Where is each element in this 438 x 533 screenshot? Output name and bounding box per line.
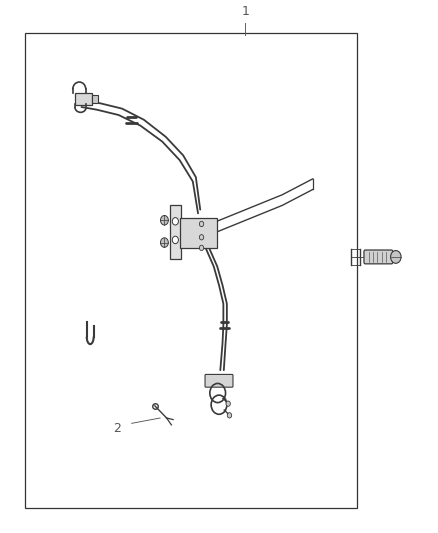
FancyBboxPatch shape: [205, 374, 233, 387]
Circle shape: [172, 217, 178, 225]
FancyBboxPatch shape: [364, 250, 393, 264]
Text: 3: 3: [385, 251, 393, 263]
Circle shape: [199, 245, 204, 251]
Circle shape: [160, 238, 168, 247]
Bar: [92, 95, 98, 103]
Text: 2: 2: [113, 422, 121, 435]
Circle shape: [226, 401, 230, 406]
Text: 1: 1: [241, 5, 249, 18]
Circle shape: [160, 215, 168, 225]
Circle shape: [227, 413, 232, 418]
Circle shape: [172, 236, 178, 244]
Circle shape: [391, 251, 401, 263]
Bar: [75, 93, 92, 105]
Circle shape: [199, 221, 204, 227]
Circle shape: [199, 235, 204, 240]
Bar: [25, 33, 357, 508]
Bar: [170, 205, 180, 259]
Bar: [180, 218, 217, 248]
